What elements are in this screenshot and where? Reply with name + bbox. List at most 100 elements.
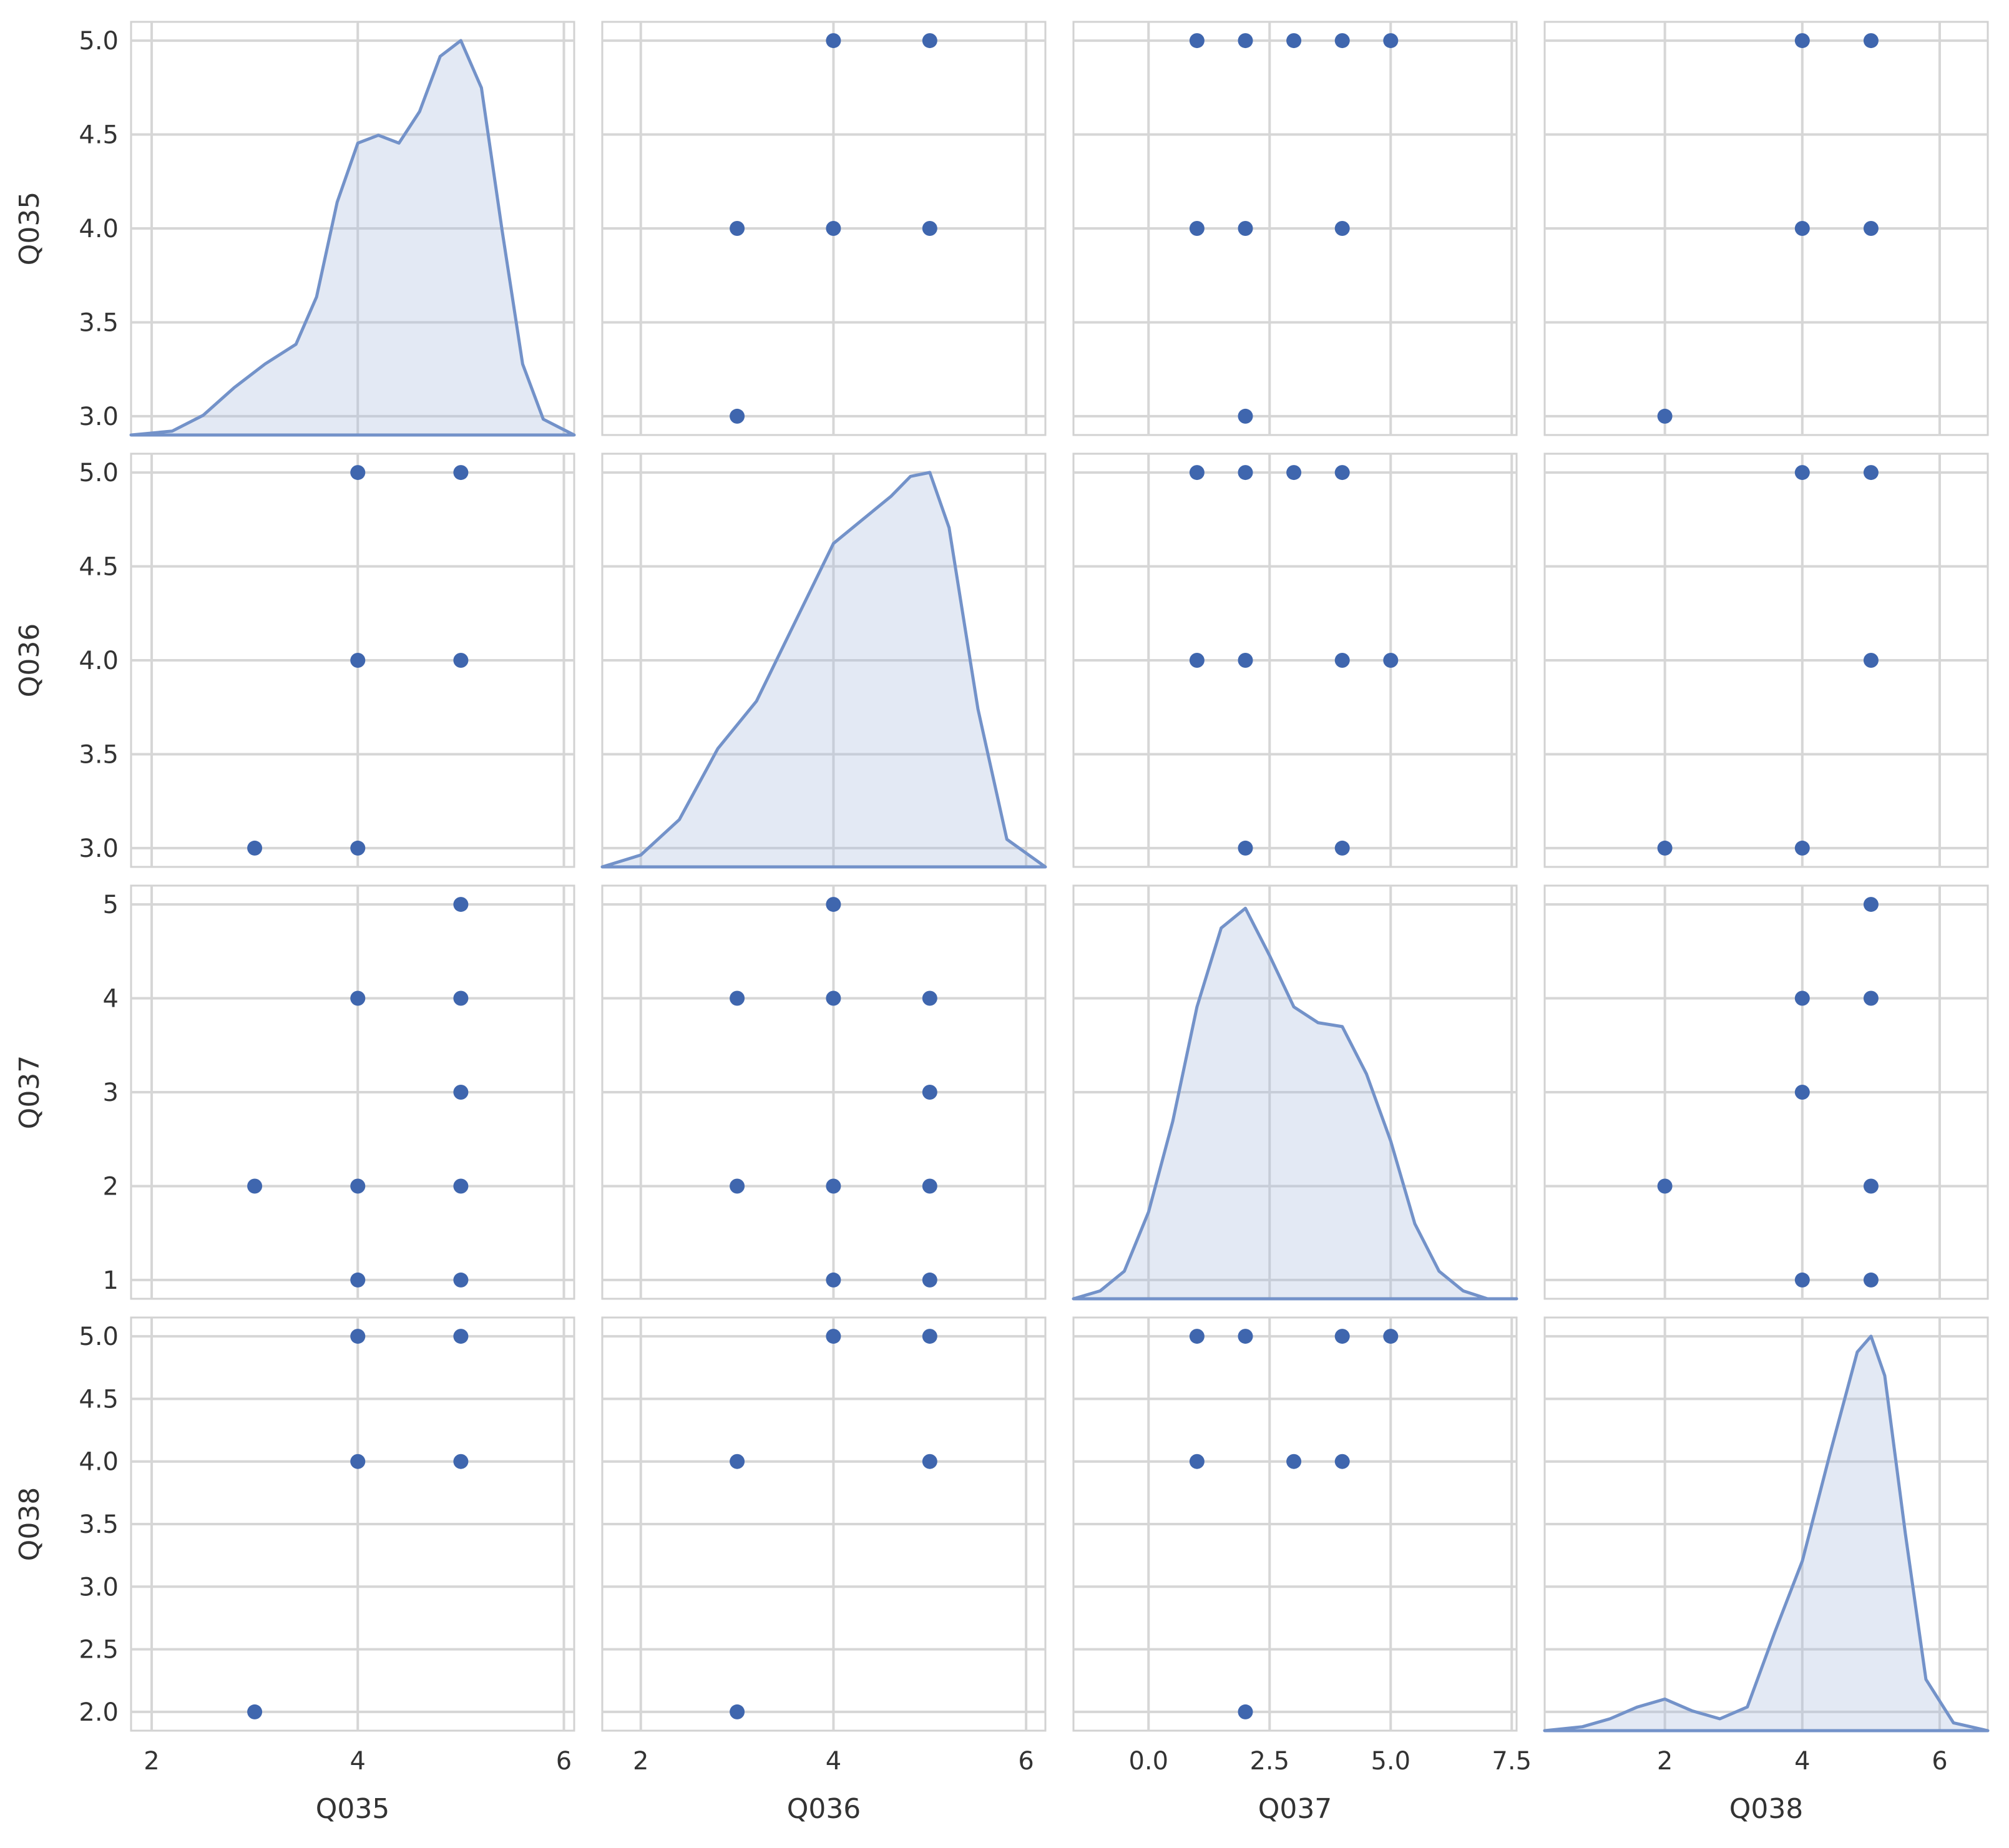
y-tick-label: 2.5: [79, 1636, 119, 1665]
scatter-point: [922, 221, 937, 236]
y-tick-label: 3.5: [79, 1510, 119, 1539]
scatter-point: [1794, 990, 1810, 1006]
scatter-point: [1334, 1454, 1350, 1469]
scatter-point: [1238, 1329, 1253, 1344]
y-tick-label: 2.0: [79, 1698, 119, 1727]
scatter-point: [730, 221, 745, 236]
x-tick-label: 2: [144, 1747, 159, 1776]
scatter-point: [1657, 840, 1673, 856]
panel-Q037-vs-Q035: [130, 884, 575, 1300]
scatter-point: [1657, 1178, 1673, 1194]
scatter-point: [730, 1178, 745, 1194]
x-tick-label: 4: [1794, 1747, 1810, 1776]
scatter-point: [1334, 33, 1350, 49]
panel-Q037-vs-Q037: [1072, 884, 1518, 1301]
scatter-point: [1383, 33, 1399, 49]
panel-Q038-vs-Q038: [1543, 1316, 1990, 1733]
y-tick-label: 4.5: [79, 553, 119, 582]
scatter-point: [453, 1085, 469, 1100]
scatter-point: [1863, 465, 1879, 481]
kde-curve-Q036: [600, 471, 1047, 869]
panel-Q038-vs-Q037: [1072, 1316, 1518, 1732]
scatter-point: [1794, 221, 1810, 236]
scatter-point: [1189, 653, 1205, 668]
scatter-point: [826, 1178, 841, 1194]
scatter-point: [826, 990, 841, 1006]
scatter-point: [1334, 1329, 1350, 1344]
scatter-point: [1286, 1454, 1302, 1469]
scatter-point: [826, 1272, 841, 1288]
scatter-point: [922, 1085, 937, 1100]
scatter-point: [922, 1178, 937, 1194]
scatter-point: [453, 465, 469, 481]
y-tick-label: 5.0: [79, 1322, 119, 1351]
scatter-point: [1238, 408, 1253, 424]
scatter-point: [453, 1454, 469, 1469]
panel-Q038-vs-Q035: [130, 1316, 575, 1732]
y-tick-label: 4: [103, 985, 119, 1014]
scatter-point: [922, 1454, 937, 1469]
scatter-point: [1286, 465, 1302, 481]
scatter-point: [453, 1272, 469, 1288]
x-tick-label: 7.5: [1492, 1747, 1532, 1776]
x-axis-title: Q037: [1258, 1793, 1332, 1825]
scatter-point: [826, 33, 841, 49]
y-tick-label: 4.0: [79, 647, 119, 675]
scatter-point: [1863, 1178, 1879, 1194]
x-tick-label: 2: [633, 1747, 648, 1776]
scatter-point: [826, 897, 841, 912]
x-tick-label: 6: [556, 1747, 572, 1776]
y-axis-title: Q035: [14, 192, 46, 266]
scatter-point: [1189, 1454, 1205, 1469]
scatter-point: [350, 1454, 366, 1469]
x-tick-label: 4: [826, 1747, 841, 1776]
scatter-point: [1238, 653, 1253, 668]
scatter-point: [247, 1178, 263, 1194]
scatter-point: [453, 1329, 469, 1344]
scatter-point: [730, 1454, 745, 1469]
panel-Q035-vs-Q036: [601, 21, 1047, 436]
y-tick-label: 3.0: [79, 1573, 119, 1601]
scatter-point: [1286, 33, 1302, 49]
scatter-point: [1189, 221, 1205, 236]
scatter-point: [1189, 33, 1205, 49]
x-tick-label: 6: [1018, 1747, 1034, 1776]
scatter-point: [1794, 465, 1810, 481]
y-tick-label: 3.5: [79, 308, 119, 337]
scatter-point: [350, 840, 366, 856]
scatter-point: [1863, 221, 1879, 236]
y-tick-label: 4.5: [79, 121, 119, 150]
x-tick-label: 2: [1657, 1747, 1673, 1776]
x-tick-label: 2.5: [1249, 1747, 1289, 1776]
scatter-point: [922, 1272, 937, 1288]
y-tick-label: 4.0: [79, 1448, 119, 1477]
panel-Q036-vs-Q037: [1072, 452, 1518, 868]
panel-Q037-vs-Q036: [601, 884, 1047, 1300]
scatter-point: [826, 221, 841, 236]
scatter-point: [1794, 1085, 1810, 1100]
scatter-point: [350, 990, 366, 1006]
scatter-point: [1863, 990, 1879, 1006]
scatter-point: [1334, 840, 1350, 856]
panel-Q036-vs-Q035: [130, 452, 575, 868]
scatter-point: [1334, 221, 1350, 236]
scatter-point: [922, 990, 937, 1006]
scatter-point: [1383, 653, 1399, 668]
scatter-point: [453, 1178, 469, 1194]
x-tick-label: 6: [1932, 1747, 1947, 1776]
scatter-point: [730, 1704, 745, 1719]
scatter-point: [1794, 33, 1810, 49]
y-tick-label: 4.0: [79, 215, 119, 243]
scatter-point: [350, 1272, 366, 1288]
y-tick-label: 5.0: [79, 459, 119, 487]
y-tick-label: 1: [103, 1266, 119, 1295]
y-tick-label: 3.0: [79, 834, 119, 863]
kde-curve-Q037: [1072, 906, 1518, 1301]
kde-curve-Q038: [1543, 1334, 1990, 1733]
scatter-point: [1189, 465, 1205, 481]
y-axis-title: Q038: [14, 1487, 46, 1562]
scatter-point: [1863, 33, 1879, 49]
y-axis-title: Q037: [14, 1055, 46, 1130]
panel-Q036-vs-Q038: [1543, 452, 1989, 868]
